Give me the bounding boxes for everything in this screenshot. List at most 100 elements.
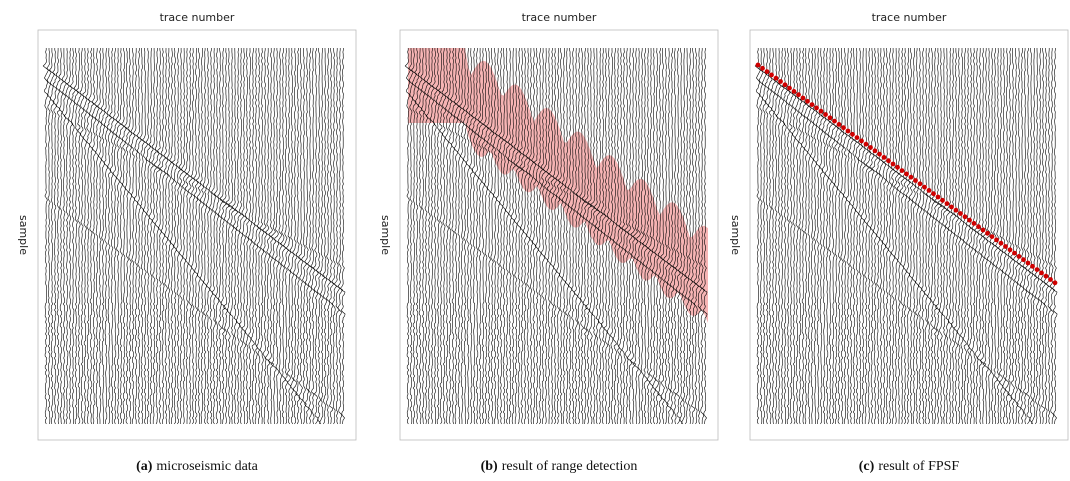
trace-wiggle bbox=[648, 48, 654, 425]
trace-wiggle bbox=[669, 48, 675, 425]
trace-wiggle bbox=[169, 48, 175, 425]
trace-wiggle bbox=[142, 48, 149, 425]
trace-wiggle bbox=[178, 48, 184, 425]
trace-wiggle bbox=[55, 48, 61, 425]
trace-wiggle bbox=[788, 48, 794, 425]
trace-wiggle bbox=[1007, 48, 1013, 425]
trace-wiggle bbox=[982, 48, 989, 425]
trace-wiggle bbox=[69, 48, 76, 425]
trace-wiggle bbox=[1040, 48, 1046, 425]
trace-wiggle bbox=[423, 48, 429, 425]
caption-text: microseismic data bbox=[156, 459, 258, 474]
trace-wiggle bbox=[797, 48, 803, 425]
picked-point bbox=[985, 230, 990, 236]
trace-wiggle bbox=[145, 48, 151, 425]
trace-wiggle bbox=[575, 48, 582, 425]
trace-wiggle bbox=[612, 48, 618, 425]
trace-wiggle bbox=[868, 48, 875, 425]
trace-wiggle bbox=[778, 48, 786, 425]
picked-point bbox=[872, 148, 878, 154]
trace-wiggle bbox=[1049, 48, 1056, 425]
trace-wiggle bbox=[73, 48, 79, 425]
trace-wiggle bbox=[483, 48, 490, 425]
trace-wiggle bbox=[636, 48, 642, 425]
trace-wiggle bbox=[654, 48, 660, 425]
trace-wiggle bbox=[247, 48, 253, 425]
picked-point bbox=[881, 155, 887, 160]
trace-wiggle bbox=[678, 48, 684, 425]
trace-wiggle bbox=[1010, 48, 1016, 425]
trace-wiggle bbox=[579, 48, 585, 425]
picked-point bbox=[832, 118, 837, 124]
picked-point bbox=[913, 178, 918, 183]
trace-wiggle bbox=[953, 48, 960, 425]
picked-point bbox=[1016, 254, 1022, 259]
picked-point bbox=[814, 105, 819, 111]
trace-wiggle bbox=[842, 48, 848, 425]
picked-point bbox=[796, 92, 801, 98]
trace-wiggle bbox=[136, 48, 142, 425]
trace-wiggle bbox=[639, 48, 645, 425]
trace-wiggle bbox=[453, 48, 460, 425]
trace-wiggle bbox=[534, 48, 540, 425]
trace-wiggle bbox=[548, 48, 556, 425]
trace-wiggle bbox=[268, 48, 275, 425]
trace-wiggle bbox=[1001, 48, 1007, 425]
trace-wiggle bbox=[587, 48, 595, 425]
trace-wiggle bbox=[965, 48, 972, 425]
trace-wiggle bbox=[213, 48, 220, 425]
trace-wiggle bbox=[333, 48, 341, 425]
picked-point bbox=[1012, 250, 1017, 256]
picked-point bbox=[782, 82, 788, 88]
trace-wiggle bbox=[307, 48, 313, 425]
trace-wiggle bbox=[543, 48, 550, 425]
trace-wiggle bbox=[444, 48, 450, 425]
trace-wiggle bbox=[301, 48, 308, 425]
trace-wiggle bbox=[851, 48, 857, 425]
trace-wiggle bbox=[836, 48, 842, 425]
panel: trace number sample (b) result of range det… bbox=[379, 11, 719, 474]
trace-wiggle bbox=[202, 48, 208, 425]
trace-wiggle bbox=[121, 48, 128, 425]
trace-wiggle bbox=[417, 48, 423, 425]
trace-wiggle bbox=[1052, 48, 1058, 425]
trace-wiggle bbox=[441, 48, 447, 425]
picked-point bbox=[890, 161, 896, 167]
trace-wiggle bbox=[690, 48, 696, 425]
trace-wiggle bbox=[815, 48, 821, 425]
trace-wiggle bbox=[304, 48, 310, 425]
picked-point bbox=[800, 95, 806, 101]
trace-wiggle bbox=[295, 48, 301, 425]
trace-wiggle bbox=[250, 48, 256, 425]
trace-wiggle bbox=[471, 48, 477, 425]
trace-wiggle bbox=[238, 48, 245, 425]
trace-wiggle bbox=[175, 48, 181, 425]
trace-wiggle bbox=[462, 48, 468, 425]
trace-wiggle bbox=[615, 48, 622, 425]
trace-wiggle bbox=[518, 48, 525, 425]
trace-wiggle bbox=[940, 48, 948, 425]
picked-point bbox=[994, 237, 999, 243]
trace-wiggle bbox=[316, 48, 322, 425]
trace-wiggle bbox=[322, 48, 328, 425]
picked-point bbox=[895, 164, 900, 170]
caption-text: result of FPSF bbox=[878, 459, 959, 474]
trace-wiggle bbox=[222, 48, 230, 425]
trace-wiggle bbox=[156, 48, 163, 425]
trace-wiggle bbox=[537, 48, 543, 425]
trace-wiggle bbox=[687, 48, 693, 425]
trace-wiggle bbox=[561, 48, 567, 425]
trace-wiggle bbox=[531, 48, 537, 425]
trace-wiggle bbox=[76, 48, 82, 425]
picked-point bbox=[863, 141, 869, 147]
trace-wiggle bbox=[845, 48, 851, 424]
trace-wiggle bbox=[929, 48, 935, 425]
trace-wiggle bbox=[775, 48, 782, 425]
trace-wiggle bbox=[884, 48, 890, 425]
trace-wiggle bbox=[208, 48, 214, 425]
trace-wiggle bbox=[127, 48, 133, 425]
trace-wiggle bbox=[848, 48, 854, 425]
trace-wiggle bbox=[186, 48, 194, 425]
picked-point bbox=[908, 174, 914, 180]
